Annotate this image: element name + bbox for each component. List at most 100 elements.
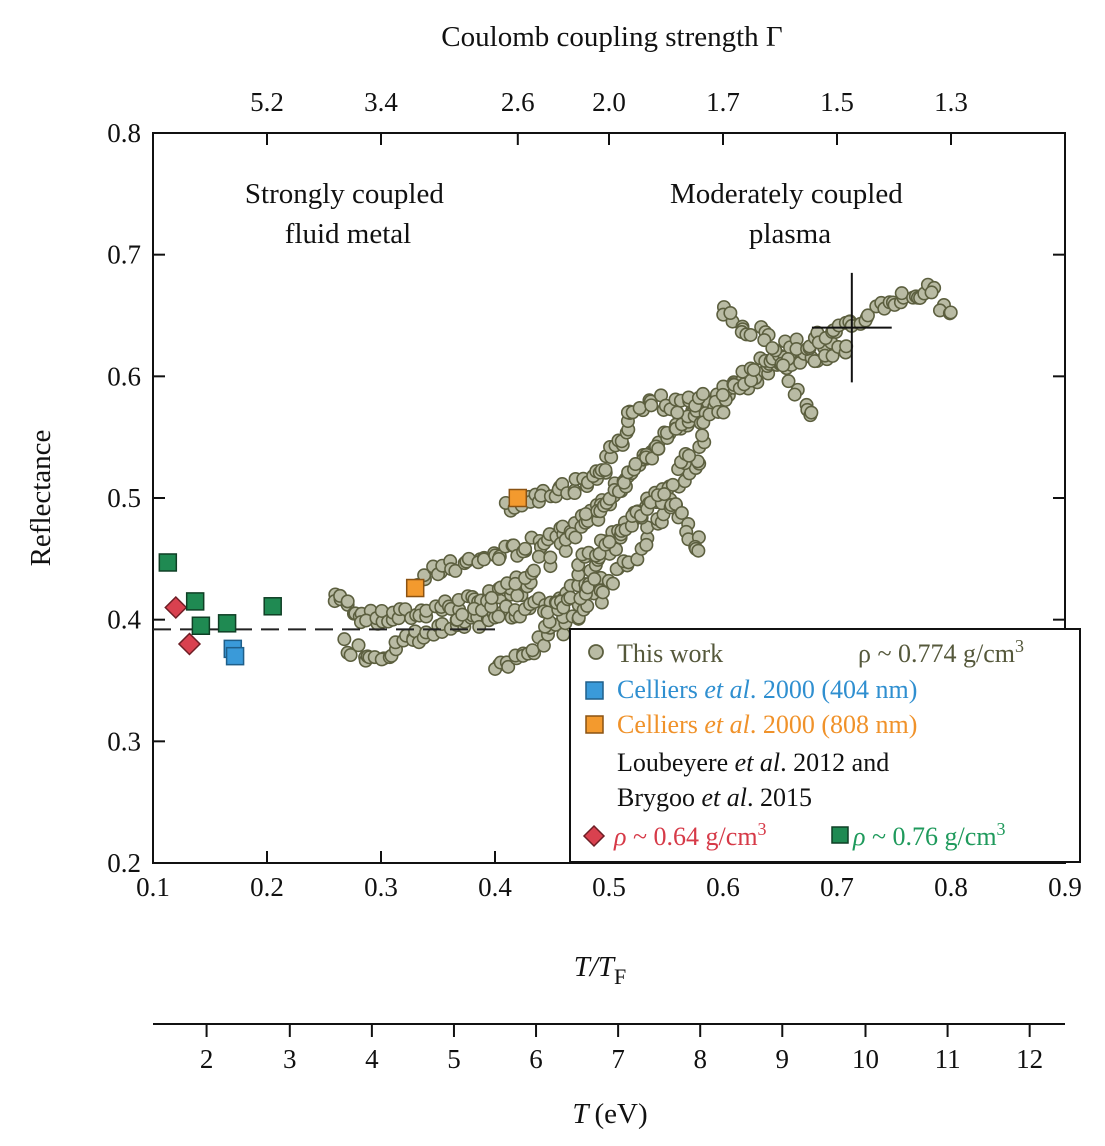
this-work-point: [682, 448, 697, 463]
this-work-point: [531, 549, 546, 564]
this-work-point: [491, 551, 506, 566]
legend-marker-rho-064: [582, 824, 606, 848]
temperature-tick-label: 8: [693, 1044, 707, 1074]
this-work-point: [645, 451, 660, 466]
reference-diamond-point: [164, 595, 188, 620]
reference-square-point: [185, 592, 205, 611]
temperature-tick-label: 10: [852, 1044, 879, 1074]
legend-density-text: ρ ~ 0.774 g/cm: [858, 639, 1015, 668]
y-tick-label: 0.6: [107, 361, 141, 391]
legend-r076-text: ~ 0.76 g/cm: [865, 822, 996, 851]
region-label-strong: Strongly coupled fluid metal: [245, 178, 451, 250]
legend-r076-rho: ρ: [852, 822, 865, 851]
this-work-point: [715, 387, 730, 402]
x-axis-title-main: T/T: [574, 951, 616, 983]
top-tick-label: 1.3: [934, 87, 968, 117]
legend-label-this-work: This work: [617, 639, 723, 668]
reference-square-point: [405, 578, 425, 598]
legend-label-celliers-808: Celliers et al. 2000 (808 nm): [617, 710, 917, 739]
legend-marker-celliers-404: [585, 681, 604, 700]
temperature-tick-label: 12: [1016, 1044, 1043, 1074]
this-work-point: [491, 609, 506, 624]
this-work-point: [651, 441, 666, 456]
legend-label-loubeyere: Loubeyere et al. 2012 and: [617, 748, 889, 777]
temperature-axis-ticks: 2 3 4 5 6 7 8 9 10 11 12: [200, 1024, 1043, 1074]
this-work-point: [787, 387, 802, 402]
region-label-moderate: Moderately coupled plasma: [670, 178, 910, 250]
this-work-point: [351, 638, 366, 653]
this-work-point: [526, 563, 541, 578]
region-label-strong-line1: Strongly coupled: [245, 178, 444, 210]
this-work-point: [644, 398, 659, 413]
reference-square-point: [158, 553, 178, 572]
x-tick-label: 0.5: [592, 872, 626, 902]
temperature-tick-label: 2: [200, 1044, 214, 1074]
this-work-points: [327, 277, 958, 676]
reference-points: [158, 488, 528, 666]
this-work-point: [860, 308, 875, 323]
legend-c808-pre: Celliers: [617, 710, 704, 739]
temperature-tick-label: 7: [611, 1044, 625, 1074]
error-bar: [811, 272, 892, 383]
legend-bryg-post: . 2015: [747, 783, 812, 812]
x-tick-label: 0.7: [820, 872, 854, 902]
this-work-point: [525, 643, 540, 658]
this-work-point: [743, 327, 758, 342]
top-tick-label: 2.6: [501, 87, 535, 117]
reference-diamond-point: [177, 632, 202, 656]
this-work-point: [776, 358, 791, 373]
legend-r064-sup: 3: [758, 819, 767, 839]
legend-r064-rho: ρ: [613, 822, 626, 851]
legend-marker-rho-076: [831, 826, 849, 844]
this-work-point: [765, 341, 780, 356]
legend-bryg-etal: et al: [702, 783, 748, 812]
this-work-point: [455, 607, 470, 622]
y-tick-label: 0.7: [107, 240, 141, 270]
this-work-point: [337, 632, 352, 647]
legend-density-sup: 3: [1015, 636, 1024, 656]
this-work-point: [578, 507, 593, 522]
x-axis-title-sub: F: [614, 964, 626, 989]
temperature-axis-title: T (eV): [572, 1098, 647, 1130]
top-axis-ticks: 5.2 3.4 2.6 2.0 1.7 1.5 1.3: [250, 87, 968, 145]
reference-square-point: [263, 597, 282, 616]
top-tick-label: 3.4: [364, 87, 398, 117]
this-work-point: [746, 362, 761, 377]
this-work-point: [781, 374, 796, 389]
legend-c808-post: . 2000 (808 nm): [750, 710, 918, 739]
y-tick-label: 0.2: [107, 848, 141, 878]
x-tick-label: 0.3: [364, 872, 398, 902]
this-work-point: [723, 306, 738, 321]
legend-r064-text: ~ 0.64 g/cm: [626, 822, 757, 851]
this-work-point: [501, 659, 516, 674]
this-work-point: [587, 572, 602, 587]
this-work-point: [448, 563, 463, 578]
legend-marker-this-work: [588, 644, 604, 660]
legend-c404-post: . 2000 (404 nm): [750, 675, 918, 704]
legend-bryg-pre: Brygoo: [617, 783, 702, 812]
this-work-point: [628, 457, 643, 472]
legend-label-rho-076: ρ ~ 0.76 g/cm3: [852, 819, 1006, 851]
this-work-point: [484, 590, 499, 605]
this-work-point: [924, 285, 939, 300]
reference-square-point: [217, 614, 237, 633]
top-axis-title: Coulomb coupling strength Γ: [441, 21, 782, 53]
legend-marker-celliers-808: [585, 715, 604, 734]
this-work-point: [670, 405, 685, 420]
this-work-point: [804, 405, 819, 420]
this-work-point: [716, 405, 731, 420]
x-tick-label: 0.9: [1048, 872, 1082, 902]
reference-square-point: [191, 616, 211, 635]
this-work-point: [639, 537, 654, 552]
this-work-point: [568, 530, 583, 545]
this-work-point: [674, 505, 689, 520]
y-axis-ticks: 0.2 0.3 0.4 0.5 0.6 0.7 0.8: [107, 118, 1065, 878]
temperature-axis-title-unit: (eV): [595, 1098, 648, 1130]
x-tick-label: 0.8: [934, 872, 968, 902]
temperature-tick-label: 11: [935, 1044, 961, 1074]
this-work-point: [518, 541, 533, 556]
legend-label-celliers-404: Celliers et al. 2000 (404 nm): [617, 675, 917, 704]
this-work-point: [598, 462, 613, 477]
temperature-axis-title-main: T: [572, 1098, 590, 1130]
